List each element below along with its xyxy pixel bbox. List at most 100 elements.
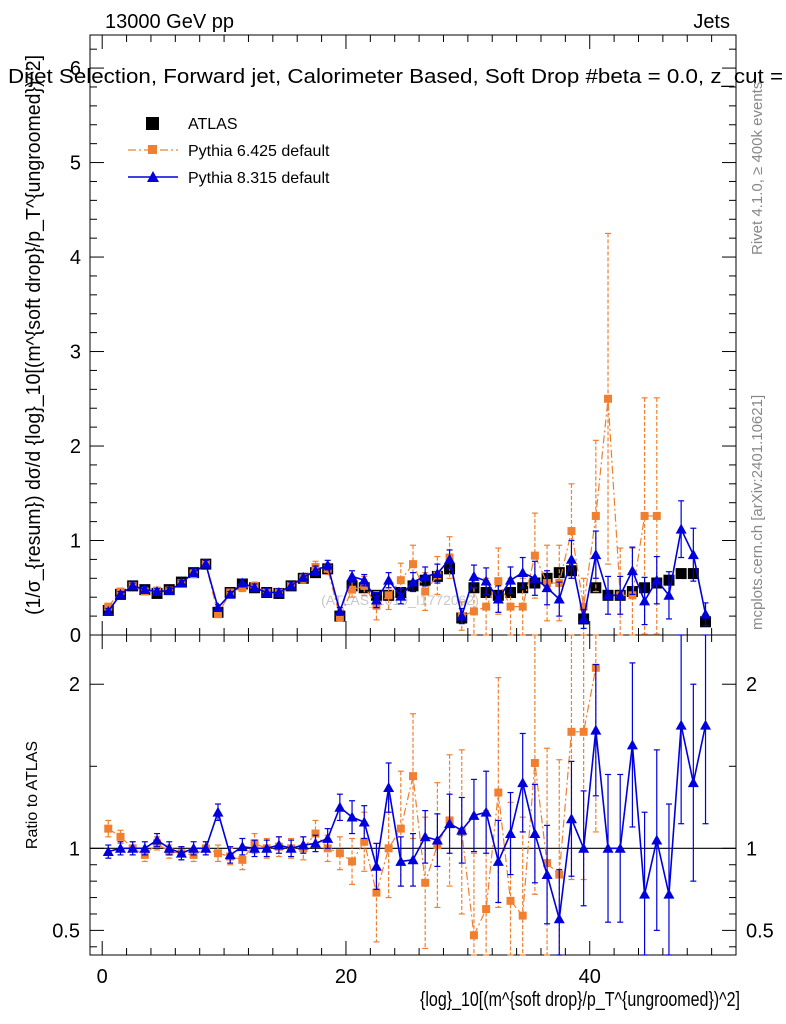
data-point xyxy=(480,575,492,586)
ratio-data-point xyxy=(567,727,576,736)
ratio-data-point xyxy=(360,837,369,846)
ratio-y-axis: 0.5 0.5 1 1 2 2 xyxy=(52,674,774,948)
ratio-data-point xyxy=(139,842,151,853)
ratio-data-point xyxy=(530,759,539,767)
data-point xyxy=(114,588,126,599)
data-point xyxy=(614,589,626,600)
ratio-data-point xyxy=(346,811,358,822)
ratio-data-point xyxy=(421,878,430,887)
ratio-y-tick-label-left: 1 xyxy=(69,838,80,860)
data-point xyxy=(505,574,517,585)
ratio-data-point xyxy=(335,849,344,858)
ratio-data-point xyxy=(200,842,212,853)
ratio-data-point xyxy=(358,816,370,827)
data-point xyxy=(188,567,200,578)
ratio-data-point xyxy=(565,813,577,824)
ratio-data-point xyxy=(175,847,187,858)
ratio-y-tick-label-right: 2 xyxy=(746,674,757,696)
rivet-version-label: Rivet 4.1.0, ≥ 400k events xyxy=(749,82,766,255)
data-point xyxy=(421,587,430,596)
ratio-data-point xyxy=(396,824,405,833)
ratio-data-point xyxy=(468,810,480,820)
data-point xyxy=(590,549,602,560)
ratio-panel-frame xyxy=(89,634,737,956)
ratio-data-point xyxy=(238,855,247,864)
data-point xyxy=(334,605,346,616)
data-point xyxy=(163,585,175,595)
legend-pythia8-marker xyxy=(147,171,159,182)
ratio-data-point xyxy=(590,724,602,735)
x-axis-label: {log}_10[(m^{soft drop}/p_T^{ungroomed})… xyxy=(420,989,740,1011)
data-point xyxy=(663,589,675,600)
legend-atlas-label: ATLAS xyxy=(188,116,238,133)
data-point xyxy=(567,527,576,536)
ratio-data-point xyxy=(482,905,491,914)
ratio-data-point xyxy=(297,839,309,850)
ratio-data-point xyxy=(309,837,321,848)
ratio-data-point xyxy=(626,739,638,750)
data-point xyxy=(383,574,395,585)
ratio-data-point xyxy=(348,857,357,866)
data-point xyxy=(358,574,370,585)
ratio-data-point xyxy=(578,842,590,853)
data-point xyxy=(297,571,309,582)
data-point xyxy=(213,610,222,619)
data-point xyxy=(348,585,357,594)
ratio-data-point xyxy=(431,834,443,845)
x-tick-label: 0 xyxy=(97,966,108,988)
data-point xyxy=(419,570,431,581)
legend-atlas-marker xyxy=(146,117,159,130)
ratio-data-point xyxy=(372,888,381,897)
ratio-data-point xyxy=(212,806,224,817)
ratio-series-line xyxy=(108,725,707,920)
data-point xyxy=(494,577,503,586)
x-tick-label: 20 xyxy=(335,966,357,988)
series-line xyxy=(107,526,707,620)
ratio-data-point xyxy=(663,888,675,899)
ratio-data-point xyxy=(419,831,431,842)
data-point xyxy=(273,586,285,597)
data-point xyxy=(370,594,382,605)
ratio-data-point xyxy=(602,842,614,853)
data-point xyxy=(102,605,114,616)
ratio-data-point xyxy=(700,719,712,730)
ratio-data-point xyxy=(383,782,395,793)
ratio-data-point xyxy=(384,844,393,853)
ratio-data-point xyxy=(505,828,517,838)
data-point xyxy=(687,549,699,560)
plot-title: Dijet Selection, Forward jet, Calorimete… xyxy=(8,66,783,88)
main-y-axis: 0 1 2 3 4 5 6 xyxy=(70,48,736,647)
data-point xyxy=(224,588,236,599)
ratio-data-point xyxy=(163,842,175,853)
data-point xyxy=(127,580,139,591)
ratio-data-point xyxy=(518,911,527,920)
data-point xyxy=(628,591,637,600)
data-point xyxy=(652,511,661,520)
ratio-y-tick-label-right: 0.5 xyxy=(746,920,774,942)
ratio-data-point xyxy=(116,832,125,841)
data-point xyxy=(604,394,613,403)
ratio-data-point xyxy=(675,719,687,730)
x-axis: 0 20 40 xyxy=(97,35,713,988)
ratio-y-tick-label-right: 1 xyxy=(746,838,757,860)
ratio-data-point xyxy=(151,834,163,845)
series-2 xyxy=(102,500,712,629)
ratio-data-point xyxy=(553,913,565,924)
data-point xyxy=(456,610,468,621)
data-point xyxy=(200,558,212,569)
data-point xyxy=(591,511,600,520)
data-point xyxy=(518,602,527,611)
data-point xyxy=(541,582,553,593)
ratio-data-point xyxy=(409,772,417,781)
ratio-data-point xyxy=(444,818,456,829)
data-point xyxy=(468,570,480,581)
legend-pythia6-marker xyxy=(148,145,157,154)
data-point xyxy=(675,523,687,534)
ratio-data-point xyxy=(285,842,297,853)
legend: ATLAS Pythia 6.425 default Pythia 8.315 … xyxy=(128,116,330,187)
ratio-data-point xyxy=(261,842,273,853)
data-point xyxy=(395,590,407,601)
ratio-data-point xyxy=(322,832,334,843)
ratio-data-point xyxy=(104,824,113,833)
ratio-y-axis-label: Ratio to ATLAS xyxy=(24,741,41,849)
